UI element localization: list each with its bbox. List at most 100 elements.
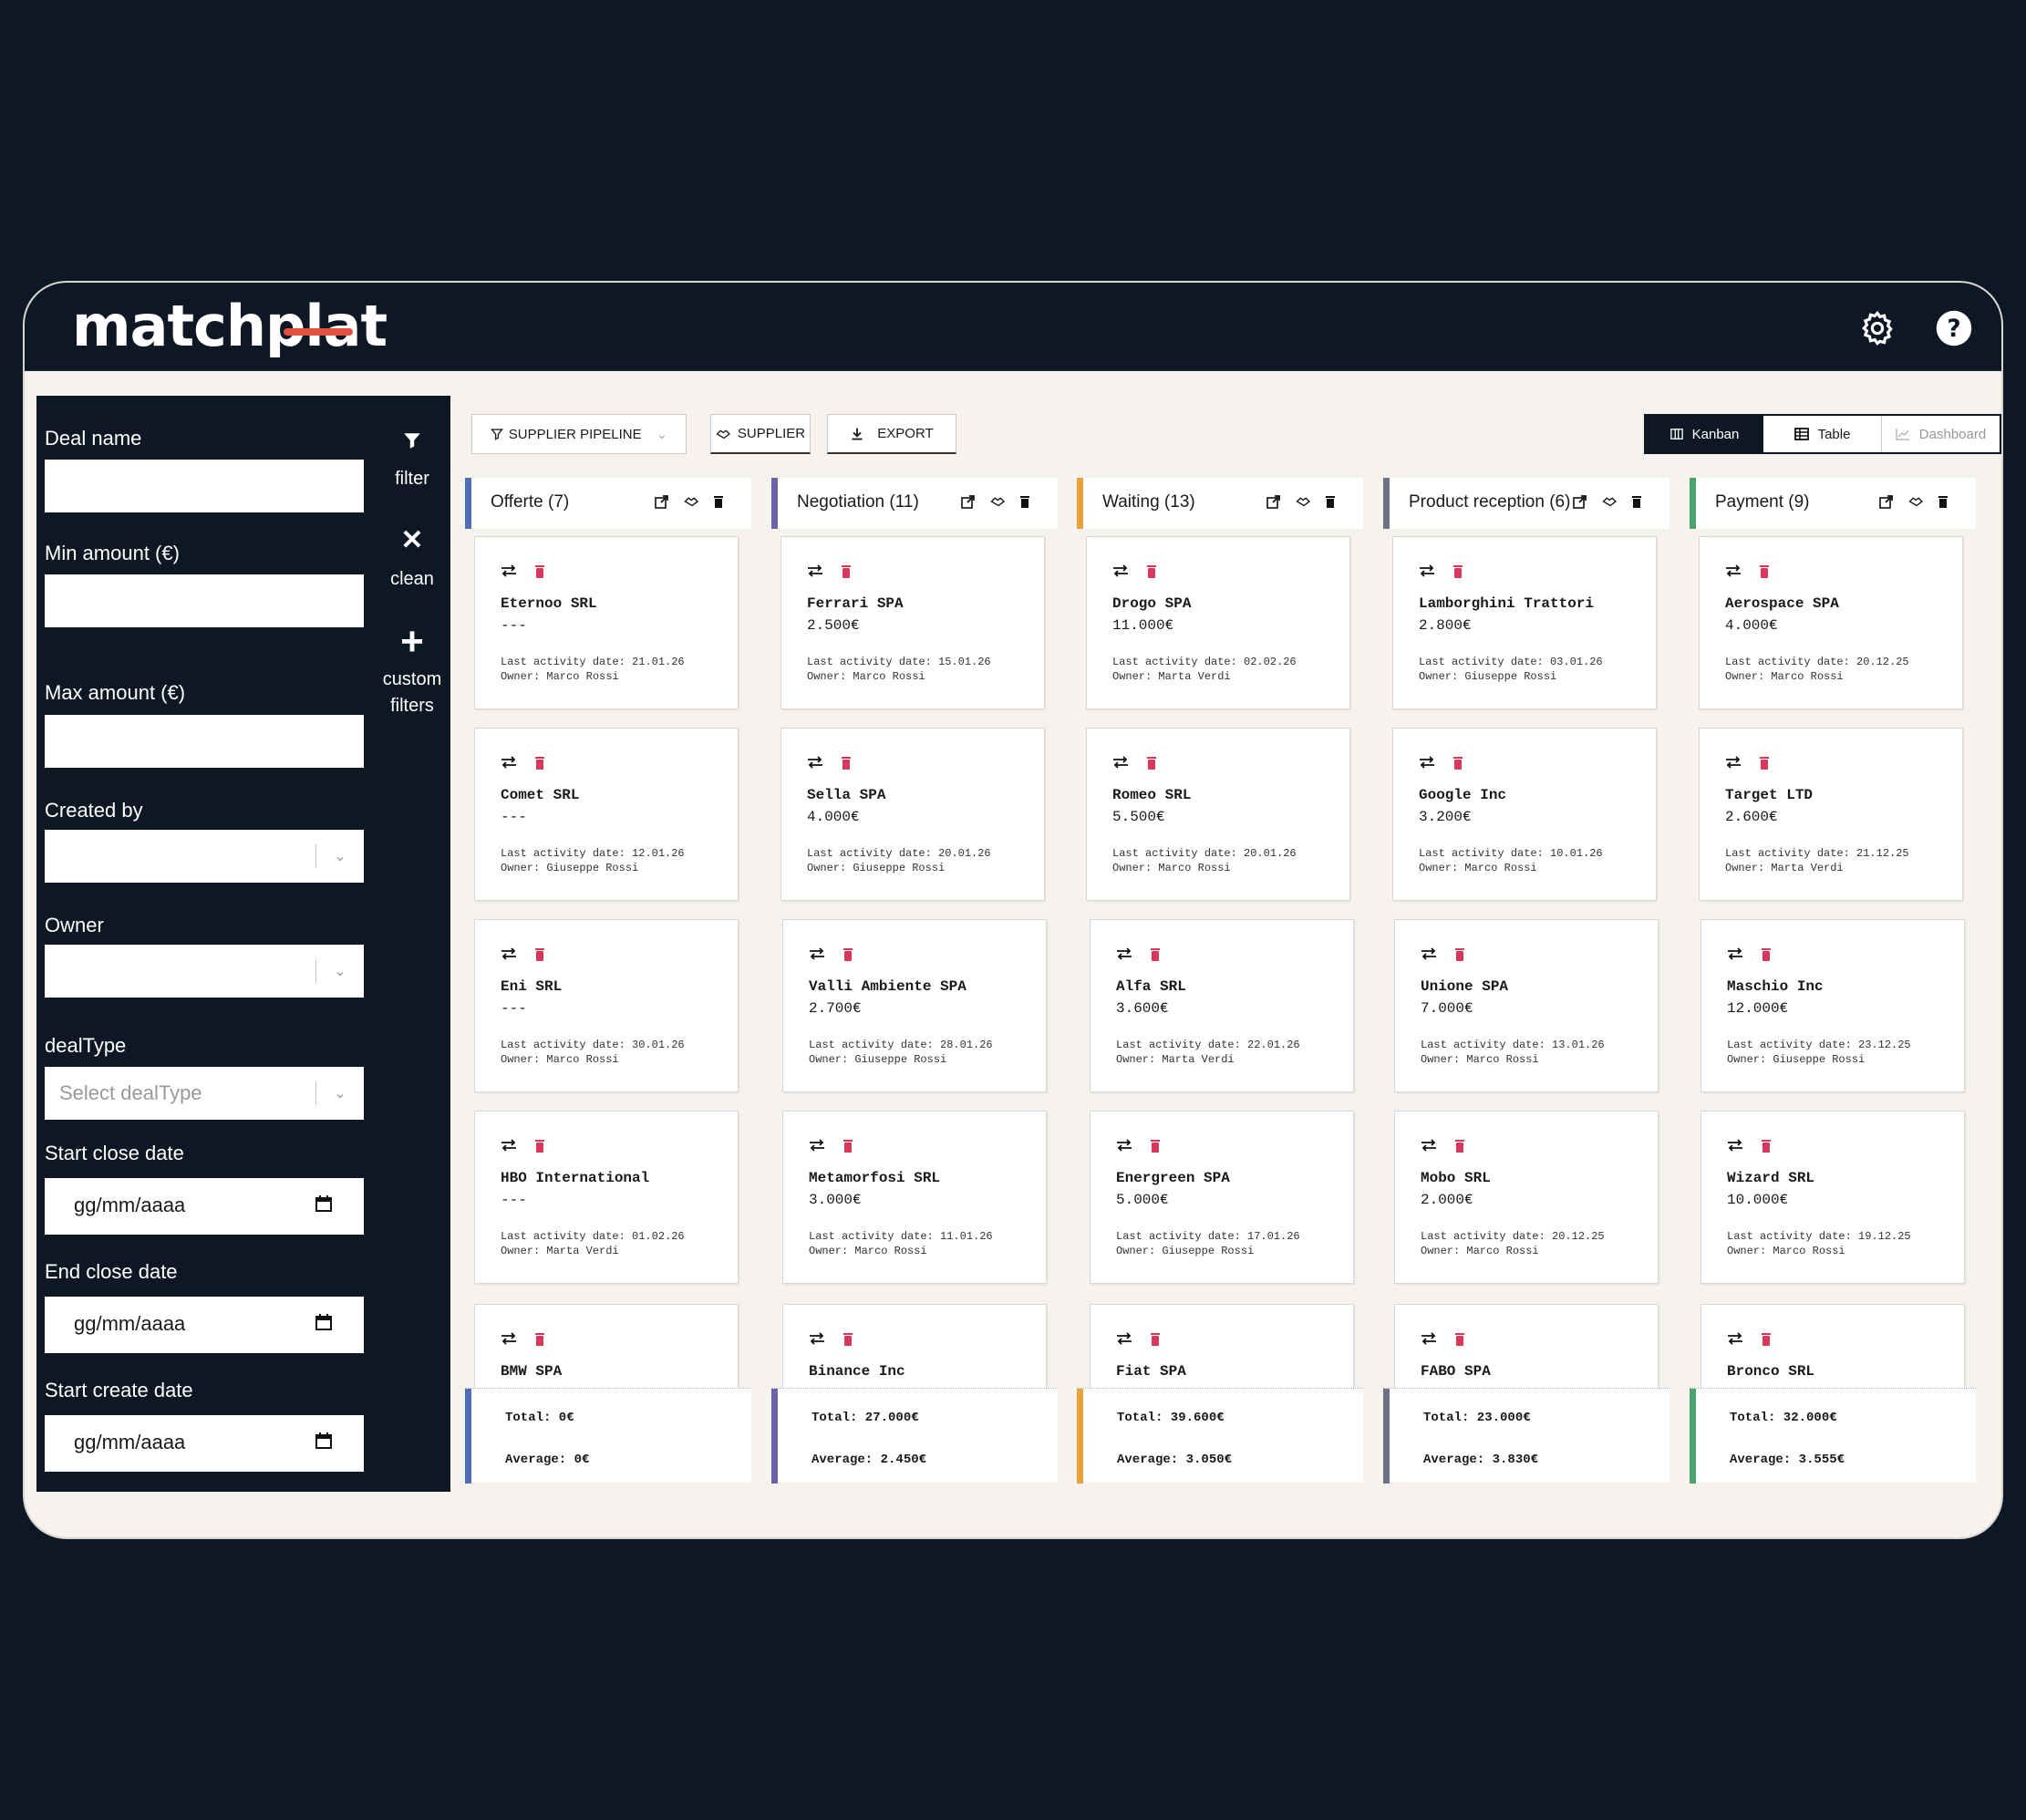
- deal-card[interactable]: FABO SPA: [1394, 1304, 1659, 1388]
- move-arrows-icon[interactable]: [1421, 1332, 1437, 1345]
- move-arrows-icon[interactable]: [501, 1139, 517, 1152]
- move-arrows-icon[interactable]: [1727, 1139, 1743, 1152]
- deal-card[interactable]: Lamborghini Trattori 2.800€ Last activity …: [1392, 536, 1657, 709]
- move-arrows-icon[interactable]: [807, 564, 823, 577]
- trash-icon[interactable]: [1938, 494, 1954, 511]
- move-arrows-icon[interactable]: [809, 1139, 825, 1152]
- move-arrows-icon[interactable]: [501, 756, 517, 769]
- move-arrows-icon[interactable]: [1725, 756, 1742, 769]
- delete-trash-icon[interactable]: [1145, 564, 1158, 579]
- min-amount-input[interactable]: [45, 574, 364, 627]
- end-close-date-input[interactable]: gg/mm/aaaa: [45, 1297, 364, 1353]
- tab-kanban[interactable]: Kanban: [1646, 416, 1763, 452]
- trash-icon[interactable]: [713, 494, 729, 511]
- move-arrows-icon[interactable]: [1421, 947, 1437, 960]
- delete-trash-icon[interactable]: [1453, 1332, 1466, 1347]
- move-arrows-icon[interactable]: [809, 1332, 825, 1345]
- move-arrows-icon[interactable]: [1116, 1332, 1132, 1345]
- deal-card[interactable]: Sella SPA 4.000€ Last activity date: 20.01…: [780, 728, 1045, 901]
- delete-trash-icon[interactable]: [533, 756, 546, 770]
- clean-button[interactable]: ✕ clean: [374, 527, 450, 590]
- deal-card[interactable]: Google Inc 3.200€ Last activity date: 10.0…: [1392, 728, 1657, 901]
- handshake-icon[interactable]: [990, 494, 1007, 511]
- delete-trash-icon[interactable]: [1760, 947, 1773, 962]
- move-arrows-icon[interactable]: [807, 756, 823, 769]
- deal-type-select[interactable]: Select dealType ⌄: [45, 1067, 364, 1120]
- start-close-date-input[interactable]: gg/mm/aaaa: [45, 1178, 364, 1235]
- move-arrows-icon[interactable]: [809, 947, 825, 960]
- deal-card[interactable]: Maschio Inc 12.000€ Last activity date: 23…: [1700, 919, 1965, 1092]
- chevron-down-icon[interactable]: ⌄: [334, 849, 346, 864]
- tab-dashboard[interactable]: Dashboard: [1882, 416, 2000, 452]
- delete-trash-icon[interactable]: [1452, 756, 1464, 770]
- move-arrows-icon[interactable]: [1419, 564, 1435, 577]
- calendar-icon[interactable]: [315, 1194, 333, 1213]
- deal-card[interactable]: Bronco SRL: [1700, 1304, 1965, 1388]
- move-arrows-icon[interactable]: [1116, 947, 1132, 960]
- deal-card[interactable]: Binance Inc: [782, 1304, 1047, 1388]
- delete-trash-icon[interactable]: [1758, 564, 1771, 579]
- delete-trash-icon[interactable]: [1453, 947, 1466, 962]
- deal-card[interactable]: Mobo SRL 2.000€ Last activity date: 20.12.…: [1394, 1111, 1659, 1284]
- delete-trash-icon[interactable]: [1453, 1139, 1466, 1153]
- move-arrows-icon[interactable]: [1725, 564, 1742, 577]
- share-icon[interactable]: [1573, 494, 1589, 511]
- handshake-icon[interactable]: [1296, 494, 1312, 511]
- pipeline-select[interactable]: SUPPLIER PIPELINE ⌄: [471, 414, 687, 454]
- help-icon[interactable]: ?: [1934, 308, 1974, 348]
- max-amount-input[interactable]: [45, 715, 364, 768]
- deal-card[interactable]: Drogo SPA 11.000€ Last activity date: 02.0…: [1086, 536, 1350, 709]
- delete-trash-icon[interactable]: [842, 1139, 854, 1153]
- deal-card[interactable]: HBO International --- Last activity date: …: [474, 1111, 739, 1284]
- column-cards[interactable]: Drogo SPA 11.000€ Last activity date: 02.0…: [1077, 529, 1363, 1388]
- deal-card[interactable]: Valli Ambiente SPA 2.700€ Last activity da…: [782, 919, 1047, 1092]
- deal-card[interactable]: Aerospace SPA 4.000€ Last activity date: 2…: [1699, 536, 1963, 709]
- deal-card[interactable]: Alfa SRL 3.600€ Last activity date: 22.01.…: [1090, 919, 1354, 1092]
- deal-card[interactable]: Romeo SRL 5.500€ Last activity date: 20.01…: [1086, 728, 1350, 901]
- column-cards[interactable]: Aerospace SPA 4.000€ Last activity date: 2…: [1690, 529, 1976, 1388]
- deal-card[interactable]: Wizard SRL 10.000€ Last activity date: 19.…: [1700, 1111, 1965, 1284]
- move-arrows-icon[interactable]: [1112, 564, 1129, 577]
- trash-icon[interactable]: [1019, 494, 1036, 511]
- created-by-select[interactable]: ⌄: [45, 830, 364, 883]
- supplier-button[interactable]: SUPPLIER: [710, 414, 811, 454]
- delete-trash-icon[interactable]: [840, 564, 853, 579]
- deal-card[interactable]: Unione SPA 7.000€ Last activity date: 13.0…: [1394, 919, 1659, 1092]
- start-create-date-input[interactable]: gg/mm/aaaa: [45, 1415, 364, 1472]
- delete-trash-icon[interactable]: [1149, 947, 1162, 962]
- delete-trash-icon[interactable]: [1760, 1332, 1773, 1347]
- trash-icon[interactable]: [1631, 494, 1648, 511]
- share-icon[interactable]: [655, 494, 671, 511]
- handshake-icon[interactable]: [684, 494, 700, 511]
- settings-gear-icon[interactable]: [1857, 308, 1897, 348]
- delete-trash-icon[interactable]: [842, 947, 854, 962]
- deal-name-input[interactable]: [45, 460, 364, 512]
- delete-trash-icon[interactable]: [533, 1332, 546, 1347]
- deal-card[interactable]: Energreen SPA 5.000€ Last activity date: 1…: [1090, 1111, 1354, 1284]
- column-cards[interactable]: Eternoo SRL --- Last activity date: 21.01.…: [465, 529, 751, 1388]
- move-arrows-icon[interactable]: [1116, 1139, 1132, 1152]
- logo[interactable]: matchplat: [72, 297, 388, 356]
- custom-filters-button[interactable]: + custom filters: [374, 622, 450, 717]
- share-icon[interactable]: [1266, 494, 1283, 511]
- deal-card[interactable]: Target LTD 2.600€ Last activity date: 21.1…: [1699, 728, 1963, 901]
- handshake-icon[interactable]: [1602, 494, 1618, 511]
- export-button[interactable]: EXPORT: [827, 414, 956, 454]
- chevron-down-icon[interactable]: ⌄: [334, 964, 346, 979]
- deal-card[interactable]: Fiat SPA: [1090, 1304, 1354, 1388]
- calendar-icon[interactable]: [315, 1313, 333, 1331]
- owner-select[interactable]: ⌄: [45, 945, 364, 998]
- move-arrows-icon[interactable]: [1421, 1139, 1437, 1152]
- deal-card[interactable]: Metamorfosi SRL 3.000€ Last activity date:…: [782, 1111, 1047, 1284]
- deal-card[interactable]: Ferrari SPA 2.500€ Last activity date: 15.…: [780, 536, 1045, 709]
- move-arrows-icon[interactable]: [501, 1332, 517, 1345]
- delete-trash-icon[interactable]: [1149, 1139, 1162, 1153]
- move-arrows-icon[interactable]: [1419, 756, 1435, 769]
- delete-trash-icon[interactable]: [1760, 1139, 1773, 1153]
- delete-trash-icon[interactable]: [840, 756, 853, 770]
- deal-card[interactable]: Eni SRL --- Last activity date: 30.01.26 Ow…: [474, 919, 739, 1092]
- delete-trash-icon[interactable]: [1758, 756, 1771, 770]
- move-arrows-icon[interactable]: [501, 947, 517, 960]
- tab-table[interactable]: Table: [1763, 416, 1882, 452]
- move-arrows-icon[interactable]: [501, 564, 517, 577]
